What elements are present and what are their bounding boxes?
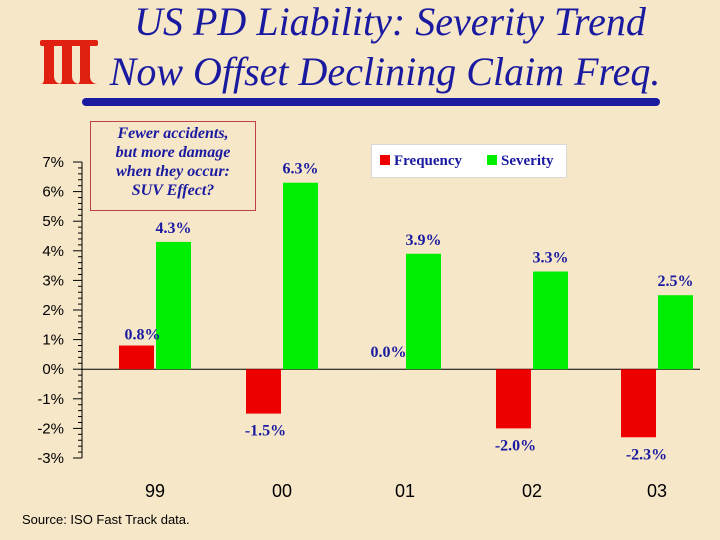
legend-label-severity: Severity — [501, 153, 554, 169]
data-label-frequency-02: -2.0% — [495, 437, 536, 454]
callout-line: when they occur: — [116, 163, 230, 180]
y-tick-label: -2% — [37, 420, 64, 437]
bar-frequency-03 — [621, 369, 656, 438]
legend-label-frequency: Frequency — [394, 153, 463, 169]
y-tick-label: 2% — [42, 302, 64, 319]
legend-item-severity: Severity — [487, 153, 553, 169]
category-label-99: 99 — [145, 481, 165, 501]
callout-line: but more damage — [115, 144, 231, 161]
company-logo-icon — [40, 40, 98, 84]
bar-frequency-00 — [246, 369, 281, 414]
data-label-frequency-00: -1.5% — [245, 423, 286, 440]
title-line-1: US PD Liability: Severity Trend — [134, 0, 646, 44]
y-tick-label: -1% — [37, 391, 64, 408]
category-label-02: 02 — [522, 481, 542, 501]
bar-severity-02 — [533, 271, 568, 370]
callout-line: Fewer accidents, — [117, 125, 229, 142]
category-label-01: 01 — [395, 481, 415, 501]
bar-severity-00 — [283, 182, 318, 370]
y-tick-label: 6% — [42, 184, 64, 201]
data-label-severity-01: 3.9% — [406, 232, 442, 249]
legend-swatch-severity — [487, 155, 497, 165]
y-tick-label: -3% — [37, 450, 64, 467]
data-label-severity-02: 3.3% — [533, 250, 569, 267]
callout-box: Fewer accidents, but more damage when th… — [90, 121, 256, 211]
y-tick-label: 1% — [42, 332, 64, 349]
data-label-frequency-01: 0.0% — [371, 344, 407, 361]
category-label-03: 03 — [647, 481, 667, 501]
y-tick-label: 0% — [42, 361, 64, 378]
legend-item-frequency: Frequency — [380, 153, 462, 169]
data-label-severity-99: 4.3% — [156, 220, 192, 237]
bars — [119, 182, 693, 438]
title-underline — [82, 98, 660, 106]
bar-severity-03 — [658, 295, 693, 370]
bar-frequency-02 — [496, 369, 531, 429]
bar-severity-01 — [406, 253, 441, 370]
data-label-severity-00: 6.3% — [283, 161, 319, 178]
y-tick-label: 3% — [42, 272, 64, 289]
title-line-2: Now Offset Declining Claim Freq. — [109, 49, 661, 94]
callout-line: SUV Effect? — [131, 182, 215, 199]
bar-frequency-99 — [119, 345, 154, 370]
y-tick-label: 7% — [42, 154, 64, 171]
source-note: Source: ISO Fast Track data. — [22, 512, 190, 527]
legend-swatch-frequency — [380, 155, 390, 165]
data-label-frequency-99: 0.8% — [125, 327, 161, 344]
y-tick-label: 4% — [42, 243, 64, 260]
bar-severity-99 — [156, 241, 191, 370]
y-tick-label: 5% — [42, 213, 64, 230]
data-labels: 0.8% 4.3% -1.5% 6.3% 0.0% 3.9% -2.0% 3.3% -2.3% 2… — [125, 161, 694, 464]
data-label-severity-03: 2.5% — [658, 273, 694, 290]
data-label-frequency-03: -2.3% — [626, 446, 667, 463]
category-label-00: 00 — [272, 481, 292, 501]
legend: Frequency Severity — [371, 144, 567, 178]
category-labels: 99 00 01 02 03 — [145, 481, 667, 501]
